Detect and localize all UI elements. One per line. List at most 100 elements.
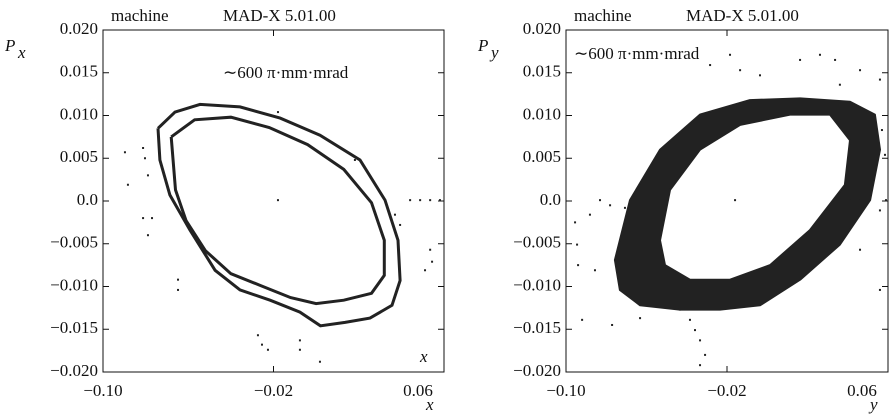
point	[298, 348, 301, 351]
point	[878, 288, 881, 291]
corner-mark: x	[419, 347, 428, 366]
y-tick-label: −0.015	[513, 318, 561, 337]
x-tick-label: 0.06	[403, 381, 433, 400]
point	[419, 199, 422, 202]
point	[146, 234, 149, 237]
point	[266, 348, 269, 351]
point	[142, 146, 145, 149]
x-tick-label: −0.02	[707, 381, 746, 400]
point	[298, 339, 301, 342]
y-tick-label: −0.005	[513, 233, 561, 252]
y-tick-label: −0.020	[50, 361, 98, 380]
point	[393, 213, 396, 216]
point	[883, 153, 886, 156]
point	[399, 223, 402, 226]
point	[834, 58, 837, 61]
point	[658, 164, 661, 167]
point	[276, 111, 279, 114]
y-tick-label: 0.020	[60, 19, 98, 38]
point	[177, 278, 180, 281]
point	[409, 199, 412, 202]
point	[276, 199, 279, 202]
point	[588, 213, 591, 216]
point	[878, 209, 881, 212]
point	[799, 58, 802, 61]
point	[576, 243, 579, 246]
point	[574, 221, 577, 224]
y-tick-label: −0.015	[50, 318, 98, 337]
point	[843, 234, 846, 237]
y-axis-label-sub: x	[17, 43, 26, 62]
point	[581, 318, 584, 321]
point	[859, 69, 862, 72]
y-axis-label: P	[4, 36, 15, 55]
point	[759, 74, 762, 77]
point	[694, 329, 697, 332]
x-tick-label: −0.10	[83, 381, 122, 400]
point	[848, 199, 851, 202]
y-axis-label-sub: y	[489, 43, 499, 62]
point	[429, 248, 432, 251]
point	[424, 269, 427, 272]
point	[431, 260, 434, 263]
header-label: MAD-X 5.01.00	[686, 6, 799, 25]
point	[709, 64, 712, 67]
y-tick-label: 0.020	[523, 19, 561, 38]
point	[884, 199, 887, 202]
y-axis-label: P	[477, 36, 488, 55]
point	[260, 343, 263, 346]
point	[123, 151, 126, 154]
x-axis-label: x	[425, 395, 434, 414]
point	[177, 288, 180, 291]
point	[639, 317, 642, 320]
point	[734, 199, 737, 202]
point	[429, 199, 432, 202]
x-tick-label: 0.06	[847, 381, 877, 400]
point	[146, 174, 149, 177]
y-tick-label: 0.015	[523, 62, 561, 81]
y-tick-label: −0.020	[513, 361, 561, 380]
point	[838, 83, 841, 86]
header-label: machine	[111, 6, 169, 25]
header-label: machine	[574, 6, 632, 25]
point	[704, 353, 707, 356]
y-tick-label: −0.010	[50, 275, 98, 294]
x-axis-label: y	[868, 395, 878, 414]
y-tick-label: 0.010	[523, 104, 561, 123]
x-tick-label: −0.10	[546, 381, 585, 400]
y-tick-label: 0.0	[77, 190, 98, 209]
point	[256, 334, 259, 337]
header-label: MAD-X 5.01.00	[223, 6, 336, 25]
point	[151, 217, 154, 220]
point	[318, 360, 321, 363]
point	[611, 323, 614, 326]
y-tick-label: −0.005	[50, 233, 98, 252]
point	[353, 158, 356, 161]
point	[577, 264, 580, 267]
point	[880, 129, 883, 132]
y-tick-label: 0.010	[60, 104, 98, 123]
point	[142, 217, 145, 220]
point	[126, 183, 129, 186]
y-tick-label: 0.005	[523, 147, 561, 166]
contour	[169, 115, 386, 306]
y-tick-label: 0.0	[540, 190, 561, 209]
point	[699, 339, 702, 342]
point	[688, 318, 691, 321]
y-tick-label: 0.005	[60, 147, 98, 166]
x-tick-label: −0.02	[254, 381, 293, 400]
annotation: ∼600 π·mm·mrad	[574, 44, 700, 63]
point	[623, 206, 626, 209]
contour	[156, 102, 402, 328]
point	[699, 364, 702, 367]
point	[664, 174, 667, 177]
point	[599, 199, 602, 202]
point	[143, 157, 146, 160]
point	[678, 308, 681, 311]
point	[859, 248, 862, 251]
point	[609, 204, 612, 207]
point	[729, 53, 732, 56]
